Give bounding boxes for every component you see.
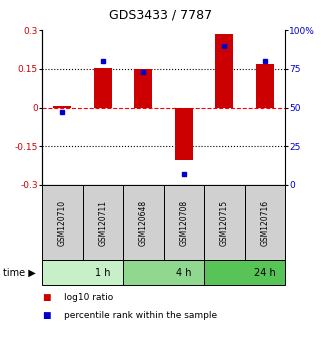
Bar [53, 106, 71, 108]
Text: GSM120711: GSM120711 [98, 200, 107, 246]
Bar [256, 64, 274, 108]
Text: GSM120708: GSM120708 [179, 199, 188, 246]
Bar [163, 185, 204, 260]
Bar [245, 185, 285, 260]
Text: GSM120648: GSM120648 [139, 199, 148, 246]
Text: time ▶: time ▶ [3, 268, 36, 278]
Bar [204, 185, 245, 260]
Text: GSM120710: GSM120710 [58, 199, 67, 246]
Text: ■: ■ [42, 311, 50, 320]
Bar [82, 185, 123, 260]
Text: GDS3433 / 7787: GDS3433 / 7787 [109, 8, 212, 22]
Text: GSM120715: GSM120715 [220, 199, 229, 246]
Bar [123, 260, 204, 285]
Text: percentile rank within the sample: percentile rank within the sample [65, 311, 218, 320]
Bar [175, 108, 193, 160]
Text: 1 h: 1 h [95, 268, 110, 278]
Bar [123, 185, 163, 260]
Text: 24 h: 24 h [254, 268, 276, 278]
Bar [215, 34, 233, 108]
Bar [134, 69, 152, 108]
Bar [42, 260, 123, 285]
Text: log10 ratio: log10 ratio [65, 293, 114, 302]
Bar [204, 260, 285, 285]
Text: GSM120716: GSM120716 [260, 199, 269, 246]
Bar [94, 68, 112, 108]
Bar [42, 185, 82, 260]
Text: ■: ■ [42, 293, 50, 302]
Text: 4 h: 4 h [176, 268, 192, 278]
